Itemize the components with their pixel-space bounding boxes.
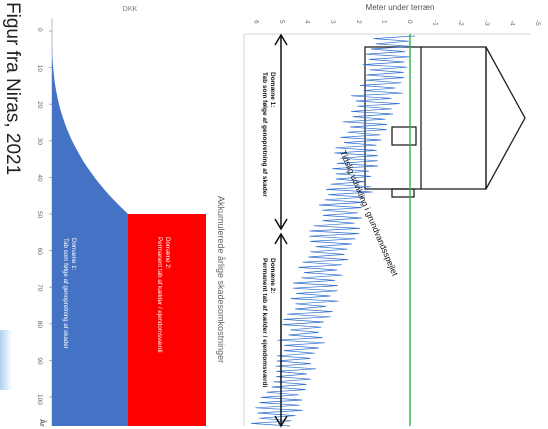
year-tick-label: 90 xyxy=(36,357,43,365)
domain2-label-line2: Permanent tab af kælder / ejendomsværdi xyxy=(261,258,268,388)
depth-axis: -5 -4 -3 -2 -1 0 1 2 3 4 5 6 xyxy=(252,20,541,26)
year-tick-label: 80 xyxy=(36,321,43,329)
currency-label: DKK xyxy=(123,6,138,13)
depth-tick-label: -2 xyxy=(457,20,464,26)
zone1-label-line1: Domæne 1: xyxy=(70,238,77,271)
year-tick-label: 0 xyxy=(36,28,43,32)
depth-tick-label: 4 xyxy=(304,20,311,24)
year-tick-label: 70 xyxy=(36,284,43,292)
zone1-label-line2: Tab som følge af genopretning af skader xyxy=(62,238,69,349)
groundwater-diagram: Meter under terræn -5 -4 -3 -2 -1 0 1 2 3 4 5 6 xyxy=(243,3,541,428)
house-window xyxy=(391,126,417,146)
zone1-label: Domæne 1: Tab som følge af genopretning … xyxy=(62,238,77,349)
depth-tick-label: -1 xyxy=(432,20,439,26)
year-tick-label: 60 xyxy=(36,248,43,256)
house-body xyxy=(364,46,487,190)
year-axis: 0 10 20 30 40 50 60 70 80 90 100 xyxy=(36,28,52,405)
domain1-label-line2: Tab som følge af genopretning af skader xyxy=(261,72,268,197)
domain2-span-arrow xyxy=(274,232,288,428)
depth-tick-label: -4 xyxy=(508,20,515,26)
year-tick-label: 30 xyxy=(36,138,43,146)
depth-tick-label: 0 xyxy=(406,20,413,24)
depth-tick-label: -3 xyxy=(483,20,490,26)
house-roof xyxy=(485,46,526,190)
year-tick-label: 50 xyxy=(36,211,43,219)
zone2-label: Domæne 2: Permanent tab af kælder / ejen… xyxy=(156,237,171,353)
damage-cost-chart: DKK 0 10 20 30 40 50 60 70 80 90 100 År Domæne 2: … xyxy=(36,6,206,427)
depth-tick-label: 3 xyxy=(329,20,336,24)
domain1-label: Domæne 1: Tab som følge af genopretning … xyxy=(261,72,276,197)
accumulated-cost-label: Akkumulerede årlige skadesomkostninger xyxy=(216,196,226,363)
house-outline xyxy=(364,46,526,198)
year-tick-label: 100 xyxy=(36,394,43,405)
domain1-label-line1: Domæne 1: xyxy=(269,72,276,107)
depth-tick-label: 5 xyxy=(278,20,285,24)
depth-tick-label: 1 xyxy=(380,20,387,24)
zone1-cost-area xyxy=(52,31,128,426)
groundwater-level-line xyxy=(251,35,415,427)
depth-tick-label: -5 xyxy=(534,20,541,26)
year-tick-label: 10 xyxy=(36,65,43,73)
domain2-label-line1: Domæne 2: xyxy=(269,258,276,293)
depth-tick-label: 2 xyxy=(355,20,362,24)
left-edge-gradient xyxy=(0,330,12,390)
year-axis-label: År xyxy=(38,419,47,427)
year-tick-label: 20 xyxy=(36,101,43,109)
zone2-cost-area xyxy=(128,214,206,426)
zone2-label-line2: Permanent tab af kælder / ejendomsværdi xyxy=(156,237,163,353)
house-foundation xyxy=(391,188,415,198)
depth-tick-label: 6 xyxy=(252,20,259,24)
domain2-label: Domæne 2: Permanent tab af kælder / ejen… xyxy=(261,258,276,388)
depth-axis-title: Meter under terræn xyxy=(366,3,435,12)
domain1-span-arrow xyxy=(274,33,288,231)
zone2-label-line1: Domæne 2: xyxy=(164,237,171,270)
year-tick-label: 40 xyxy=(36,174,43,182)
